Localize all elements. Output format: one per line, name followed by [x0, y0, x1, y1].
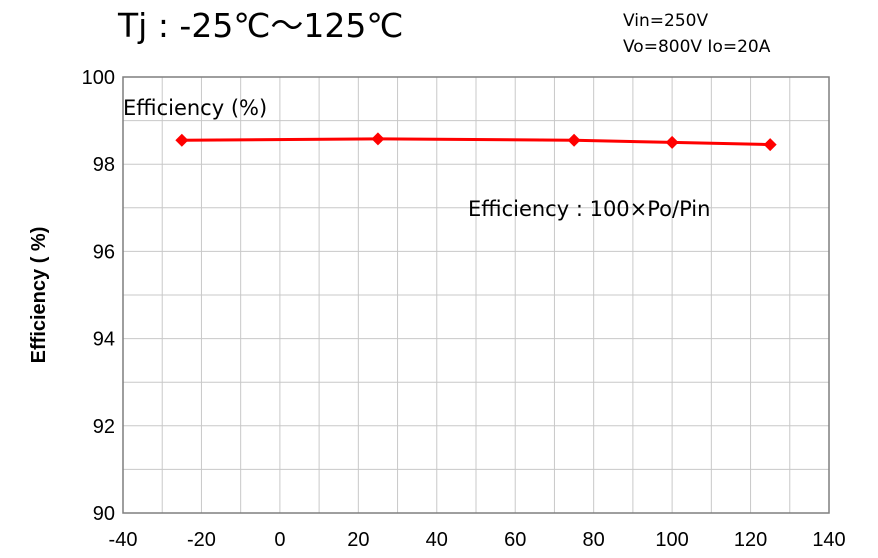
data-point-marker [763, 138, 777, 152]
y-tick-label: 96 [93, 241, 115, 263]
series-label: Efficiency (%) [123, 96, 267, 120]
condition-vo-io: Vo=800V Io=20A [623, 37, 771, 57]
condition-vin: Vin=250V [623, 11, 708, 31]
data-point-marker [175, 133, 189, 147]
y-axis-label: Efficiency ( %) [28, 227, 50, 364]
y-tick-label: 100 [82, 67, 115, 89]
y-tick-label: 94 [93, 329, 115, 351]
x-tick-label: 40 [426, 529, 448, 551]
y-tick-label: 98 [93, 154, 115, 176]
x-tick-label: 20 [347, 529, 369, 551]
x-axis-ticks: -40 -20 0 20 40 60 80 100 120 140 [109, 529, 846, 551]
grid [123, 77, 829, 513]
chart-title: Tj : -25℃～125℃ [117, 6, 403, 45]
x-tick-label: 120 [734, 529, 767, 551]
y-tick-label: 90 [93, 503, 115, 525]
data-point-marker [371, 132, 385, 146]
x-tick-label: -20 [187, 529, 216, 551]
efficiency-formula-annotation: Efficiency : 100×Po/Pin [468, 197, 710, 221]
plot-border [122, 76, 830, 514]
plot-area-border [122, 76, 830, 514]
data-point-marker [665, 135, 679, 149]
x-tick-label: 100 [655, 529, 688, 551]
data-point-marker [567, 133, 581, 147]
x-tick-label: -40 [109, 529, 138, 551]
y-axis-ticks: 90 92 94 96 98 100 [82, 67, 115, 525]
x-tick-label: 140 [812, 529, 845, 551]
x-tick-label: 0 [274, 529, 285, 551]
x-tick-label: 60 [504, 529, 526, 551]
y-tick-label: 92 [93, 416, 115, 438]
x-tick-label: 80 [583, 529, 605, 551]
efficiency-series [175, 132, 777, 152]
